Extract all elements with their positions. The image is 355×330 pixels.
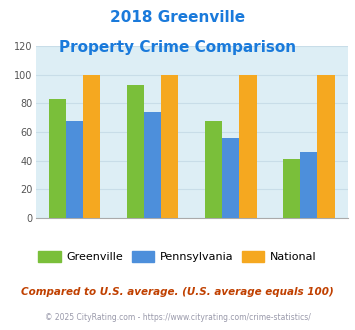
Bar <box>83 75 100 218</box>
Text: 2018 Greenville: 2018 Greenville <box>110 10 245 25</box>
Bar <box>127 85 144 218</box>
Bar <box>317 75 335 218</box>
Bar <box>66 120 83 218</box>
Legend: Greenville, Pennsylvania, National: Greenville, Pennsylvania, National <box>34 247 321 266</box>
Bar <box>222 138 239 218</box>
Text: © 2025 CityRating.com - https://www.cityrating.com/crime-statistics/: © 2025 CityRating.com - https://www.city… <box>45 314 310 322</box>
Text: Compared to U.S. average. (U.S. average equals 100): Compared to U.S. average. (U.S. average … <box>21 287 334 297</box>
Text: Property Crime Comparison: Property Crime Comparison <box>59 40 296 54</box>
Bar <box>283 159 300 218</box>
Bar <box>49 99 66 218</box>
Bar <box>300 152 317 218</box>
Bar <box>239 75 257 218</box>
Bar <box>161 75 179 218</box>
Bar <box>144 112 161 218</box>
Bar <box>205 120 222 218</box>
